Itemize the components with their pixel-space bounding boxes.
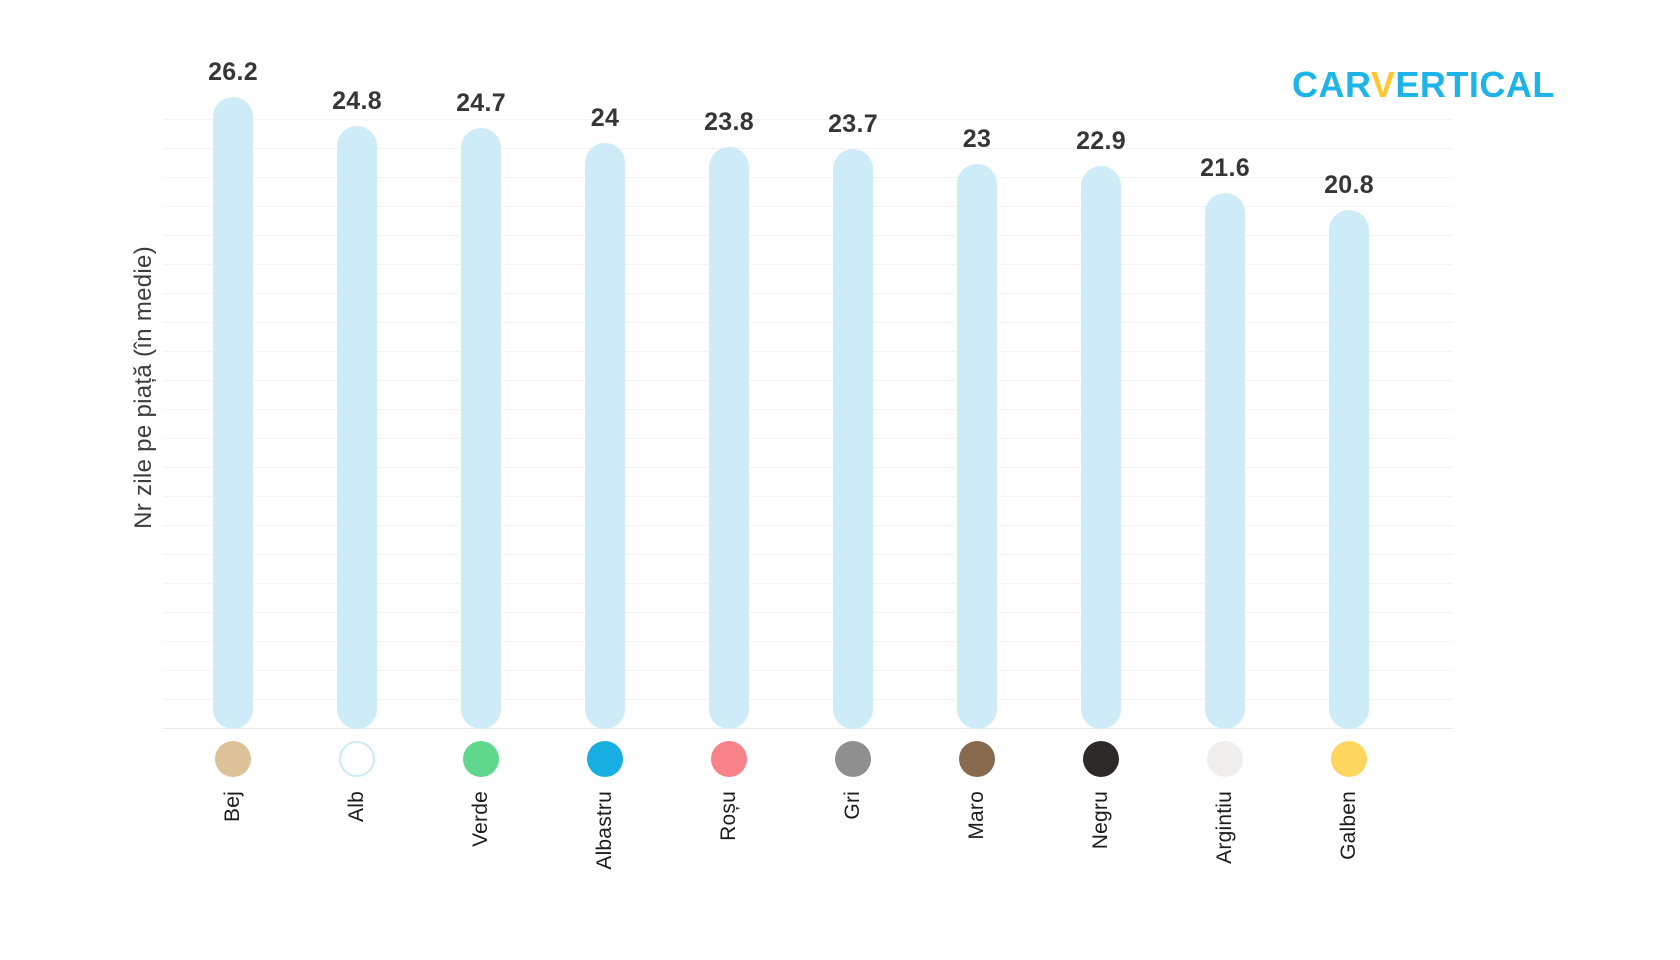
bar-column: 23 Maro — [915, 0, 1039, 960]
bar-column: 23.8 Roșu — [667, 0, 791, 960]
bar-column: 20.8 Galben — [1287, 0, 1411, 960]
bar — [833, 149, 873, 729]
bar-value-label: 24.7 — [456, 89, 506, 117]
bar-value-label: 23.7 — [828, 110, 878, 138]
category-label: Albastru — [593, 791, 616, 870]
bar-value-label: 20.8 — [1324, 171, 1374, 199]
color-swatch — [463, 741, 499, 777]
color-swatch — [587, 741, 623, 777]
bar-value-label: 23.8 — [704, 108, 754, 136]
color-swatch — [339, 741, 375, 777]
category-label: Gri — [841, 791, 864, 820]
color-swatch — [1083, 741, 1119, 777]
bar-value-label: 26.2 — [208, 58, 258, 86]
color-swatch — [959, 741, 995, 777]
category-label: Galben — [1337, 791, 1360, 860]
x-axis-baseline — [163, 728, 1453, 729]
category-label: Argintiu — [1213, 791, 1236, 864]
bar — [1081, 166, 1121, 729]
category-label: Negru — [1089, 791, 1112, 850]
bar — [461, 128, 501, 729]
bar — [957, 164, 997, 729]
color-swatch — [215, 741, 251, 777]
bar-value-label: 23 — [962, 125, 992, 153]
bar-value-label: 21.6 — [1200, 154, 1250, 182]
bar-column: 24.8 Alb — [295, 0, 419, 960]
category-label: Alb — [345, 791, 368, 822]
bar-column: 21.6 Argintiu — [1163, 0, 1287, 960]
bar-column: 23.7 Gri — [791, 0, 915, 960]
bar-value-label: 22.9 — [1076, 127, 1126, 155]
category-label: Verde — [469, 791, 492, 847]
color-swatch — [1207, 741, 1243, 777]
bar-value-label: 24.8 — [332, 87, 382, 115]
bar-columns: 26.2 Bej 24.8 Alb 24.7 Verde 24 Albastru 23.8 Roș… — [171, 0, 1411, 960]
bar — [709, 147, 749, 729]
bar — [213, 97, 253, 729]
bar-column: 22.9 Negru — [1039, 0, 1163, 960]
category-label: Maro — [965, 791, 988, 840]
bar — [585, 143, 625, 729]
bar-column: 24 Albastru — [543, 0, 667, 960]
category-label: Roșu — [717, 791, 740, 841]
bar — [1329, 210, 1369, 729]
y-axis-label: Nr zile pe piață (în medie) — [130, 246, 157, 529]
bar-value-label: 24 — [590, 104, 620, 132]
bar — [337, 126, 377, 729]
color-swatch — [835, 741, 871, 777]
bar-column: 26.2 Bej — [171, 0, 295, 960]
carvertical-logo: CARVERTICAL — [1292, 64, 1555, 106]
bar — [1205, 193, 1245, 729]
bar-column: 24.7 Verde — [419, 0, 543, 960]
color-swatch — [1331, 741, 1367, 777]
category-label: Bej — [221, 791, 244, 822]
color-swatch — [711, 741, 747, 777]
